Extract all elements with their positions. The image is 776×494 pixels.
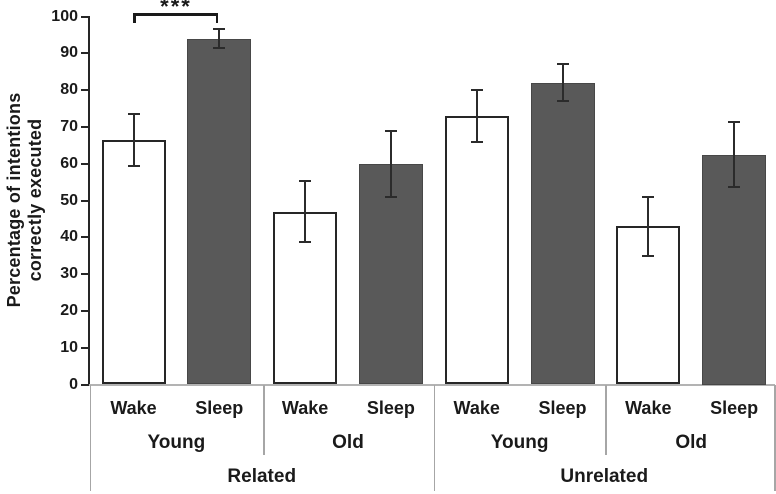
subgroup-separator-2 <box>605 384 607 455</box>
bar-related-young-sleep-error-cap-top <box>213 28 226 30</box>
x-axis-baseline <box>82 383 775 386</box>
y-tick-label: 0 <box>69 375 78 393</box>
y-axis-line <box>88 16 90 386</box>
x-label-unrelated-old-sleep: Sleep <box>710 398 759 418</box>
x-supergroup-label-unrelated: Unrelated <box>560 466 649 487</box>
bar-related-old-sleep-error-cap-bottom <box>384 195 397 198</box>
y-tick-label: 60 <box>60 154 78 172</box>
bar-unrelated-old-sleep-error-line <box>733 122 736 187</box>
y-tick-label: 40 <box>60 228 78 246</box>
x-label-unrelated-old-wake: Wake <box>625 398 672 418</box>
y-tick <box>81 383 89 386</box>
bar-unrelated-old-wake-error-line <box>647 196 650 256</box>
y-tick <box>81 273 89 276</box>
y-tick-label: 100 <box>51 7 78 25</box>
bar-unrelated-old-wake-error-cap-top <box>642 195 655 198</box>
bar-related-young-sleep-error-line <box>218 29 221 49</box>
bar-unrelated-old-sleep-error-cap-top <box>728 121 741 124</box>
y-axis-label-line1: Percentage of intentions <box>4 92 24 308</box>
bar-unrelated-old-wake-error-cap-bottom <box>642 254 655 257</box>
group-separator-1 <box>89 384 91 491</box>
bar-unrelated-young-sleep-error-line <box>561 64 564 102</box>
bar-unrelated-young-sleep-error-cap-top <box>556 63 569 66</box>
y-tick <box>81 15 89 18</box>
bar-unrelated-old-sleep-error-cap-bottom <box>728 185 741 188</box>
x-group-label-related-old: Old <box>332 432 364 453</box>
bar-related-old-sleep <box>358 163 423 385</box>
x-supergroup-label-related: Related <box>227 466 297 487</box>
x-label-unrelated-young-wake: Wake <box>453 398 500 418</box>
subgroup-separator-1 <box>263 384 265 455</box>
y-tick <box>81 162 89 165</box>
bar-related-young-sleep-error-cap-bottom <box>213 47 226 50</box>
bar-unrelated-young-wake-error-line <box>475 90 478 142</box>
bar-unrelated-young-sleep <box>530 82 595 385</box>
group-separator-2 <box>433 384 435 491</box>
x-label-related-old-sleep: Sleep <box>366 398 415 418</box>
bar-unrelated-young-wake-error-cap-top <box>470 89 483 92</box>
y-tick <box>81 309 89 312</box>
significance-stars: *** <box>160 0 192 19</box>
y-tick <box>81 89 89 92</box>
bar-related-young-wake-error-cap-bottom <box>127 164 140 167</box>
y-tick <box>81 52 89 55</box>
x-label-related-young-sleep: Sleep <box>195 398 244 418</box>
x-label-related-old-wake: Wake <box>281 398 329 418</box>
y-tick-label: 80 <box>60 81 78 99</box>
bar-related-old-wake-error-cap-top <box>299 180 312 183</box>
bar-related-old-sleep-error-line <box>389 130 392 197</box>
y-tick-label: 30 <box>60 265 78 283</box>
bar-related-young-sleep <box>187 38 252 385</box>
bar-unrelated-young-wake <box>444 115 509 385</box>
y-tick <box>81 346 89 349</box>
y-tick <box>81 199 89 202</box>
x-group-label-unrelated-old: Old <box>675 432 708 453</box>
x-group-label-related-young: Young <box>147 432 206 453</box>
bar-related-young-wake-error-line <box>132 114 135 166</box>
bar-related-old-wake-error-line <box>304 181 307 242</box>
bar-related-young-wake-error-cap-top <box>127 113 140 116</box>
x-label-unrelated-young-sleep: Sleep <box>538 398 587 418</box>
bar-unrelated-old-sleep <box>702 154 767 385</box>
bar-unrelated-young-sleep-error-cap-bottom <box>556 100 569 103</box>
bracket-horizontal-line <box>133 13 218 16</box>
bar-related-old-wake-error-cap-bottom <box>299 240 312 243</box>
y-tick-label: 10 <box>60 338 78 356</box>
y-tick <box>81 125 89 128</box>
bracket-right-end <box>215 13 218 23</box>
bar-related-old-sleep-error-cap-top <box>384 129 397 132</box>
bar-related-young-wake <box>101 139 166 385</box>
x-group-label-unrelated-young: Young <box>490 432 549 453</box>
x-label-related-young-wake: Wake <box>110 398 157 418</box>
bracket-left-end <box>133 13 136 23</box>
y-tick-label: 70 <box>60 117 78 135</box>
y-tick <box>81 236 89 239</box>
group-separator-3 <box>774 384 776 491</box>
y-tick-label: 50 <box>60 191 78 209</box>
y-tick-label: 20 <box>60 301 78 319</box>
y-tick-label: 90 <box>60 44 78 62</box>
bar-unrelated-young-wake-error-cap-bottom <box>470 140 483 143</box>
